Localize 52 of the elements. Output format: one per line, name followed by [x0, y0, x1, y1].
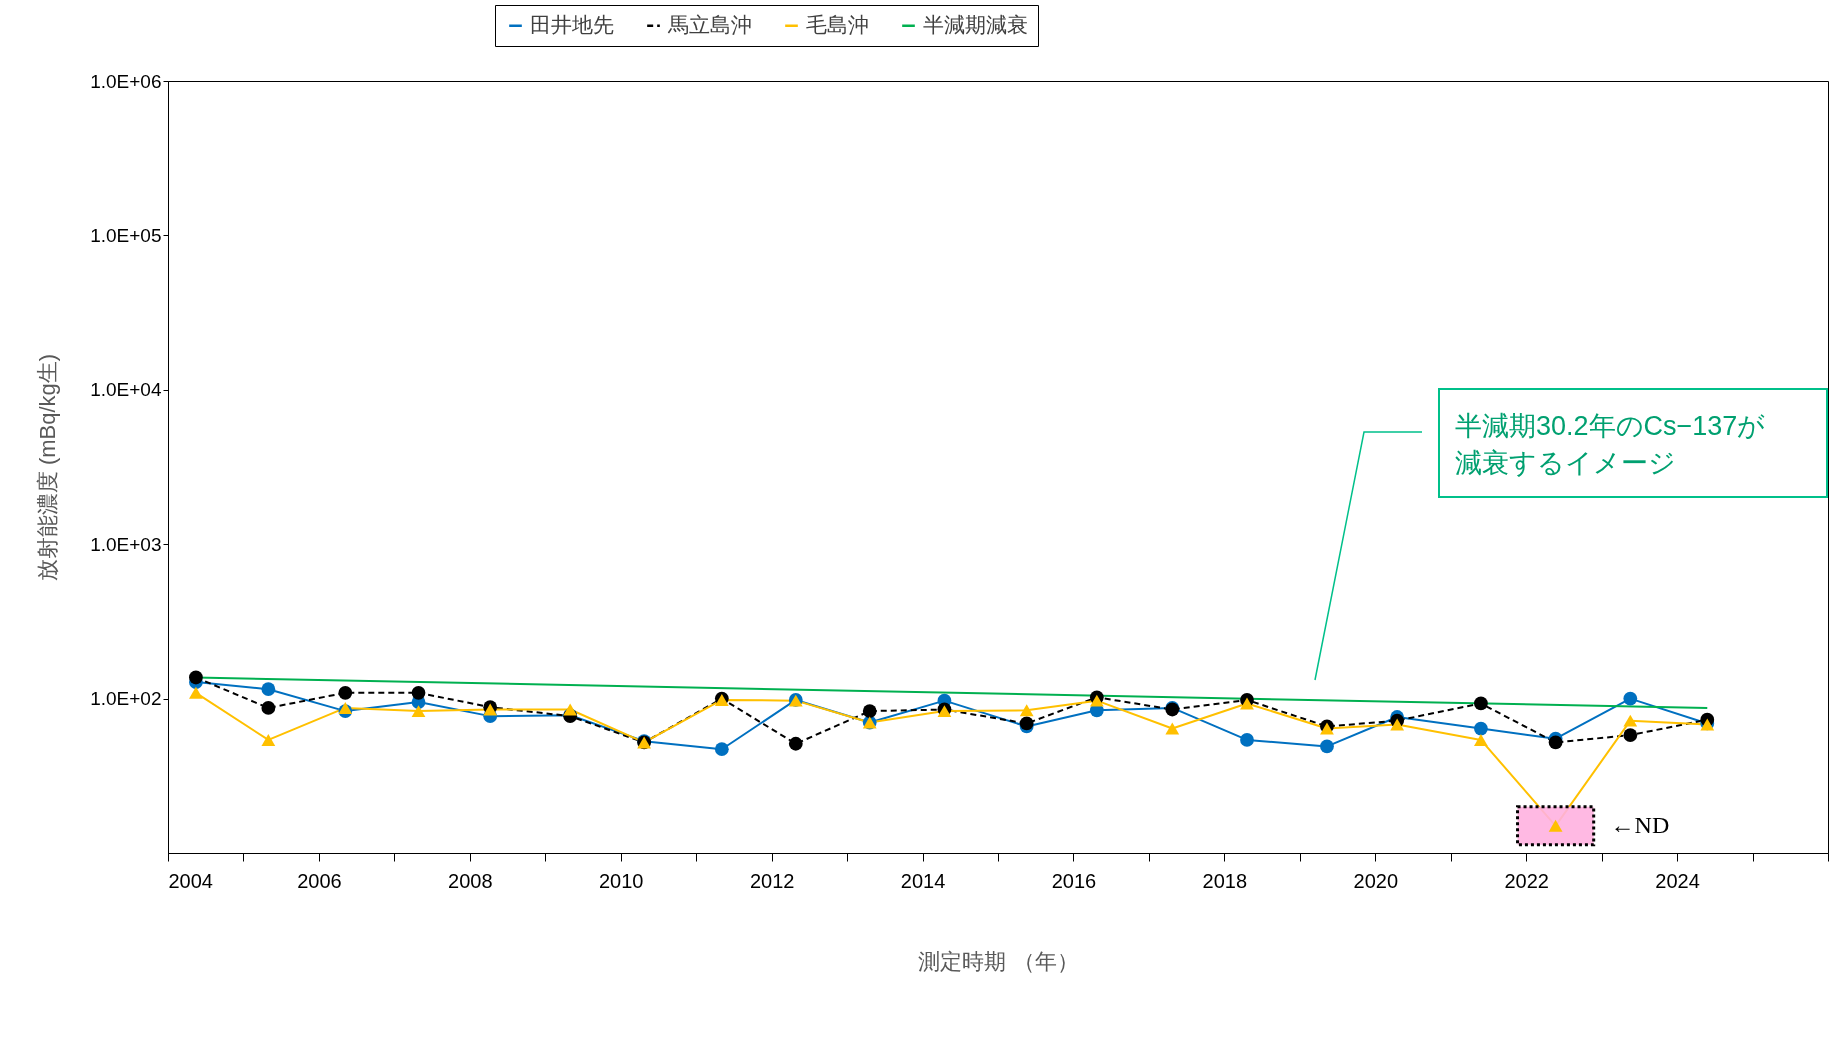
- x-tick-label: 2024: [1655, 869, 1700, 892]
- x-axis-title: 測定時期 （年）: [918, 948, 1079, 974]
- point: [261, 682, 276, 697]
- point: [862, 704, 877, 718]
- point: [1474, 733, 1488, 746]
- x-tick-label: 2010: [598, 869, 644, 892]
- annotation: 半減期30.2年のCs−137が減衰するイメージ: [1455, 411, 1766, 478]
- x-tick-label: 2016: [1051, 869, 1097, 892]
- point: [189, 670, 203, 685]
- point: [1240, 733, 1254, 747]
- x-tick-label: 2006: [297, 869, 342, 892]
- point: [788, 736, 803, 751]
- y-tick-label: 1.0E+02: [90, 688, 162, 710]
- point: [1623, 728, 1638, 743]
- legend-label: 半減期減衰: [923, 12, 1028, 36]
- point: [411, 705, 426, 718]
- y-tick-label: 1.0E+05: [90, 224, 162, 246]
- point: [1474, 721, 1488, 736]
- point: [338, 701, 353, 714]
- legend-label: 毛島沖: [806, 12, 869, 36]
- point: [338, 685, 353, 700]
- x-tick-label: 2004: [168, 869, 213, 892]
- legend-label: 田井地先: [530, 12, 614, 36]
- y-tick-label: 1.0E+06: [90, 70, 162, 92]
- point: [1548, 819, 1563, 832]
- x-tick-label: 2020: [1353, 869, 1399, 892]
- point: [1165, 722, 1180, 735]
- point: [1623, 691, 1638, 706]
- point: [1240, 697, 1254, 710]
- legend-label: 馬立島沖: [667, 12, 752, 36]
- point: [189, 686, 203, 699]
- y-tick-label: 1.0E+04: [90, 379, 162, 401]
- point: [1320, 739, 1334, 754]
- point: [1548, 735, 1563, 750]
- point: [1390, 718, 1405, 731]
- point: [1623, 714, 1638, 727]
- annotation: ←ND: [1610, 811, 1670, 838]
- point: [1019, 704, 1034, 717]
- point: [1089, 694, 1104, 707]
- point: [1474, 696, 1488, 711]
- y-axis-title: 放射能濃度 (mBq/kg生): [35, 353, 61, 582]
- point: [411, 685, 426, 700]
- point: [714, 742, 729, 757]
- point: [261, 733, 276, 746]
- x-tick-label: 2014: [900, 869, 946, 892]
- x-tick-label: 2012: [749, 869, 795, 892]
- point: [563, 703, 578, 716]
- x-tick-label: 2022: [1504, 869, 1549, 892]
- point: [261, 701, 276, 715]
- x-tick-label: 2008: [448, 869, 493, 892]
- y-tick-label: 1.0E+03: [90, 533, 162, 555]
- x-tick-label: 2018: [1202, 869, 1248, 892]
